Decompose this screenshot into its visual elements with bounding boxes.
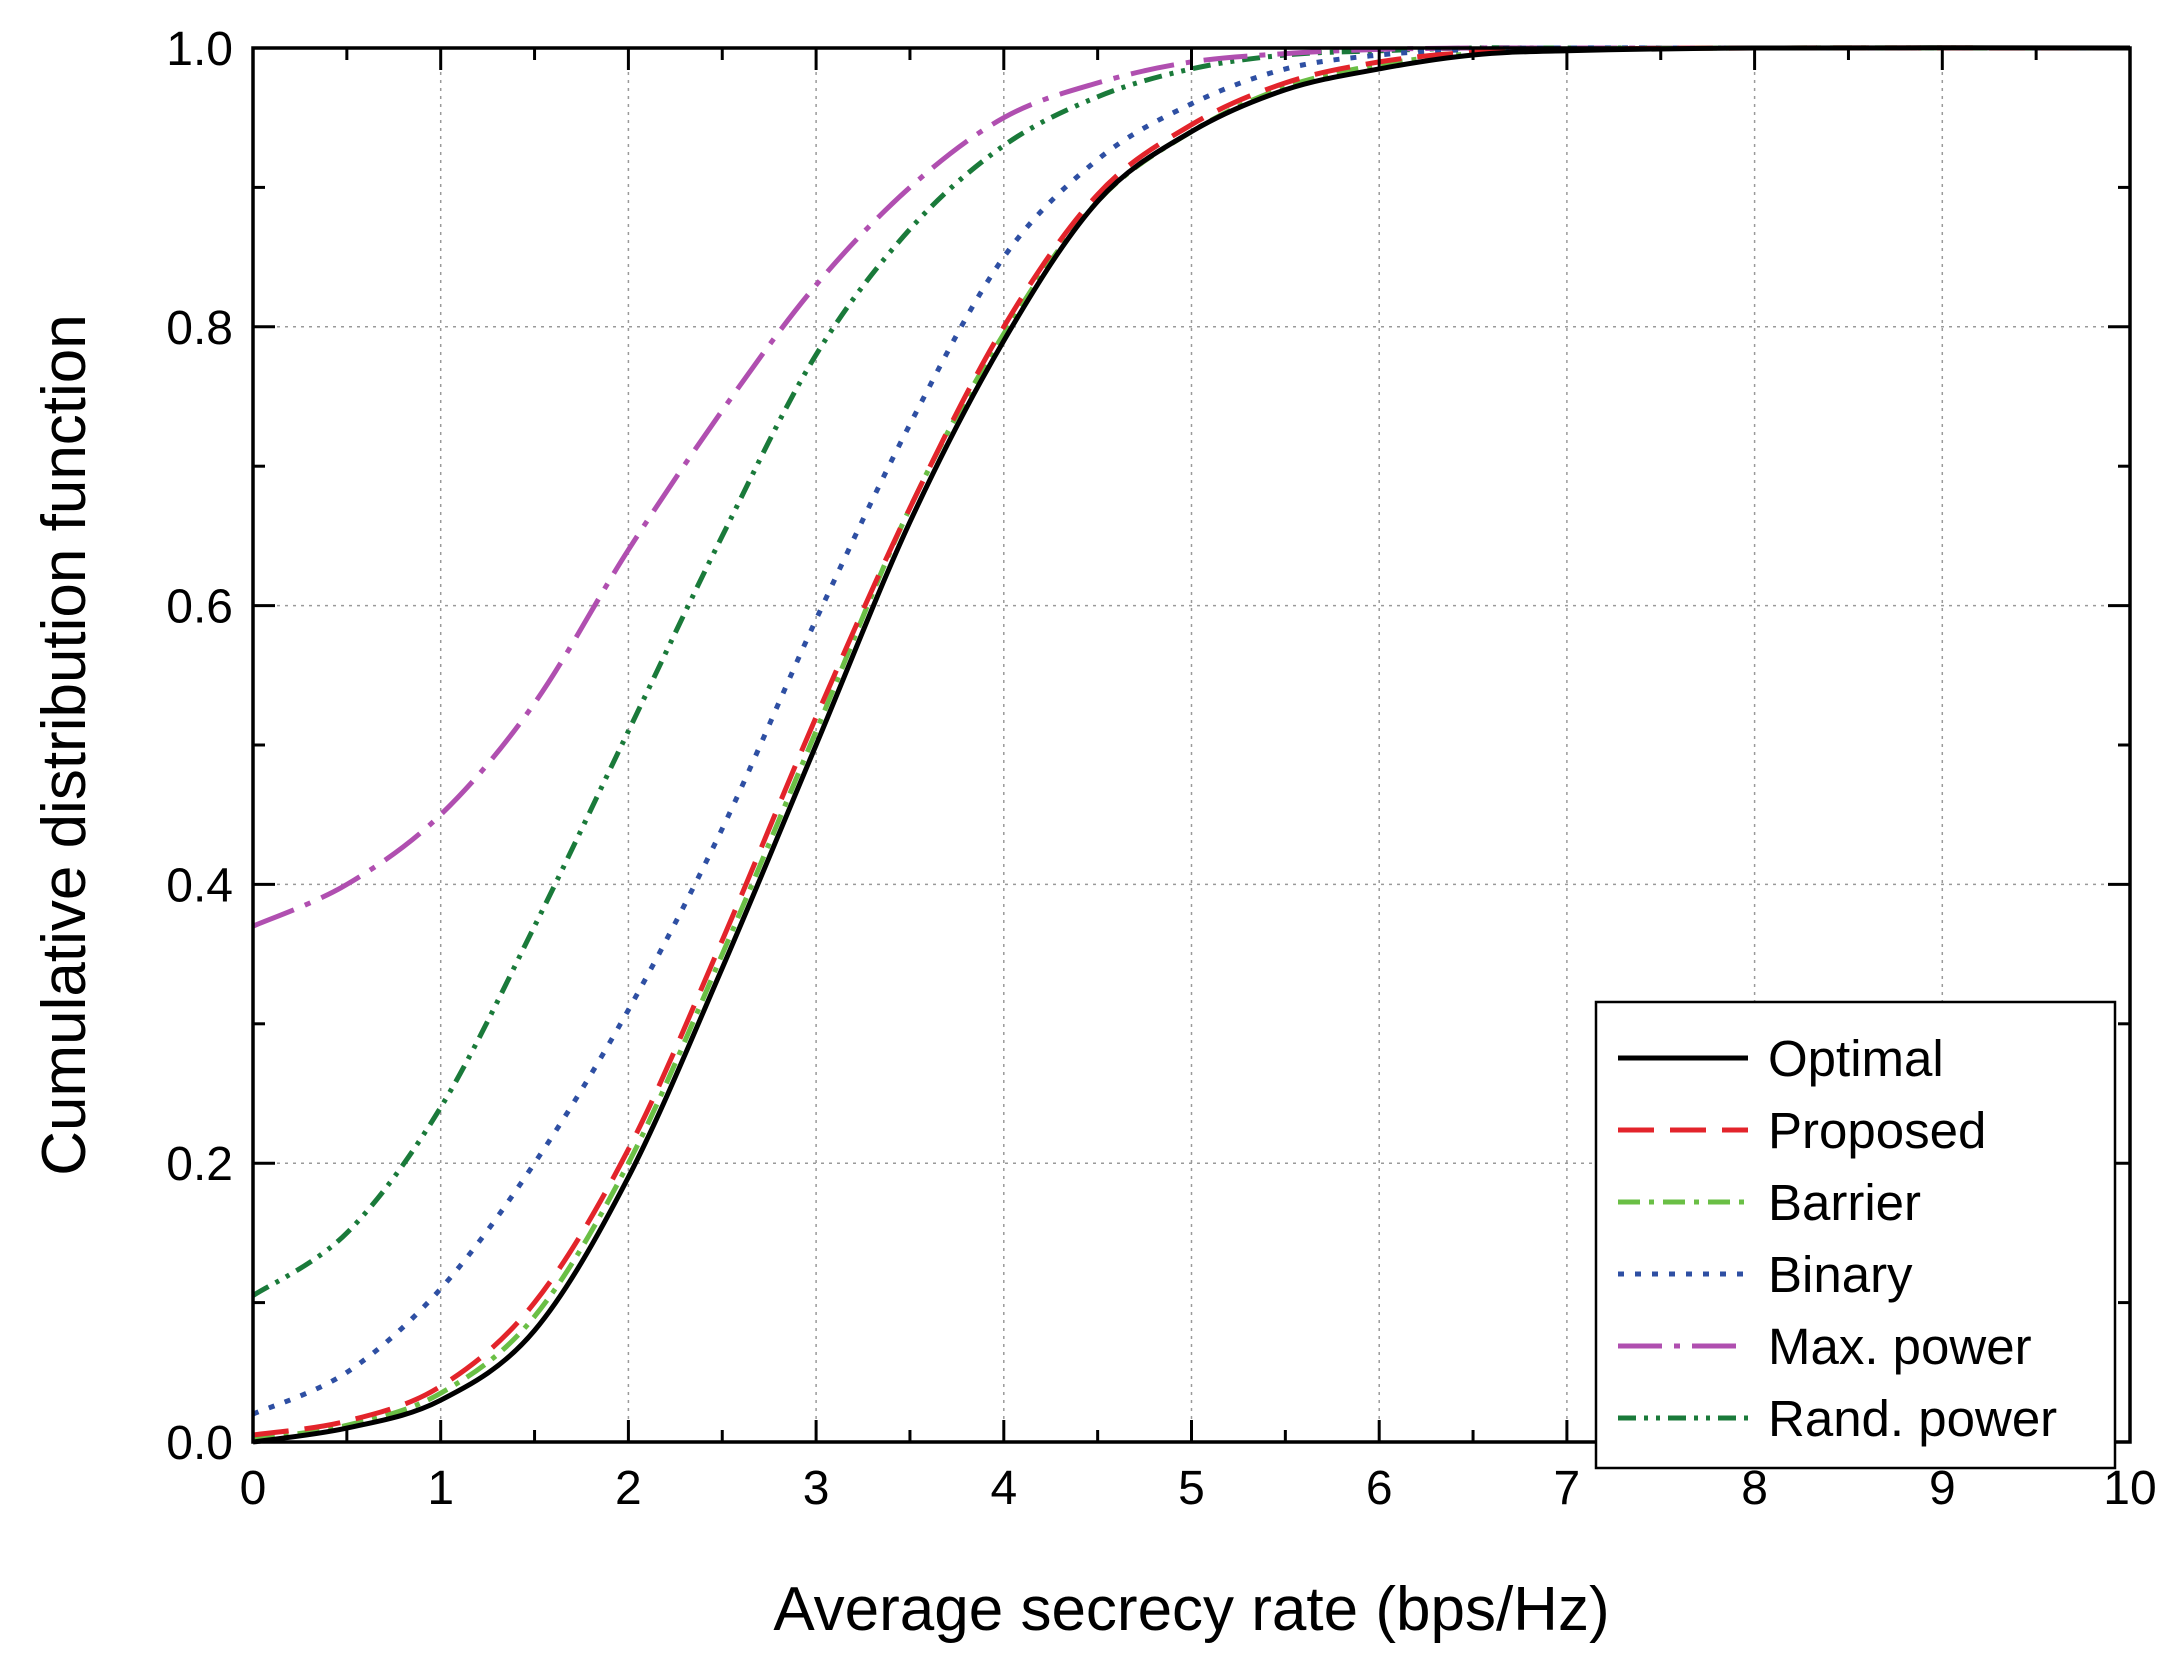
series-line-rand-power xyxy=(251,45,2130,1298)
legend-label-barrier: Barrier xyxy=(1768,1174,1921,1231)
legend-label-proposed: Proposed xyxy=(1768,1102,1986,1159)
x-tick-label: 1 xyxy=(427,1462,454,1515)
y-axis-title: Cumulative distribution function xyxy=(30,314,99,1176)
y-tick-labels: 0.0 0.2 0.4 0.6 0.8 1.0 xyxy=(166,23,233,1470)
x-tick-label: 5 xyxy=(1178,1462,1205,1515)
series-line-binary xyxy=(251,45,2130,1417)
x-tick-label: 2 xyxy=(615,1462,642,1515)
series-lines xyxy=(251,45,2131,1445)
legend: Optimal Proposed Barrier Binary Max. power Ra… xyxy=(1594,1000,2117,1470)
x-tick-label: 7 xyxy=(1554,1462,1581,1515)
y-tick-label: 0.2 xyxy=(166,1138,233,1191)
x-axis-title: Average secrecy rate (bps/Hz) xyxy=(773,1575,1609,1644)
legend-label-rand-power: Rand. power xyxy=(1768,1390,2057,1447)
legend-label-optimal: Optimal xyxy=(1768,1030,1944,1087)
series-line-optimal xyxy=(252,45,2131,1445)
x-tick-label: 6 xyxy=(1366,1462,1393,1515)
x-tick-label: 8 xyxy=(1741,1462,1768,1515)
y-tick-label: 0.0 xyxy=(166,1417,233,1470)
series-line-max-power xyxy=(251,45,2130,929)
x-tick-label: 10 xyxy=(2103,1462,2156,1515)
x-tick-label: 9 xyxy=(1929,1462,1956,1515)
legend-items: Optimal Proposed Barrier Binary Max. power Ra… xyxy=(1618,1030,2057,1447)
y-tick-label: 0.6 xyxy=(166,581,233,634)
x-tick-labels: 0 1 2 3 4 5 6 7 8 9 10 xyxy=(240,1462,2157,1515)
y-tick-label: 0.8 xyxy=(166,302,233,355)
x-tick-label: 3 xyxy=(803,1462,830,1515)
x-tick-label: 4 xyxy=(990,1462,1017,1515)
legend-label-max-power: Max. power xyxy=(1768,1318,2032,1375)
series-line-barrier xyxy=(252,45,2131,1442)
x-tick-label: 0 xyxy=(240,1462,267,1515)
legend-label-binary: Binary xyxy=(1768,1246,1913,1303)
y-tick-label: 0.4 xyxy=(166,859,233,912)
legend-box xyxy=(1594,1000,2117,1470)
y-tick-label: 1.0 xyxy=(166,23,233,76)
